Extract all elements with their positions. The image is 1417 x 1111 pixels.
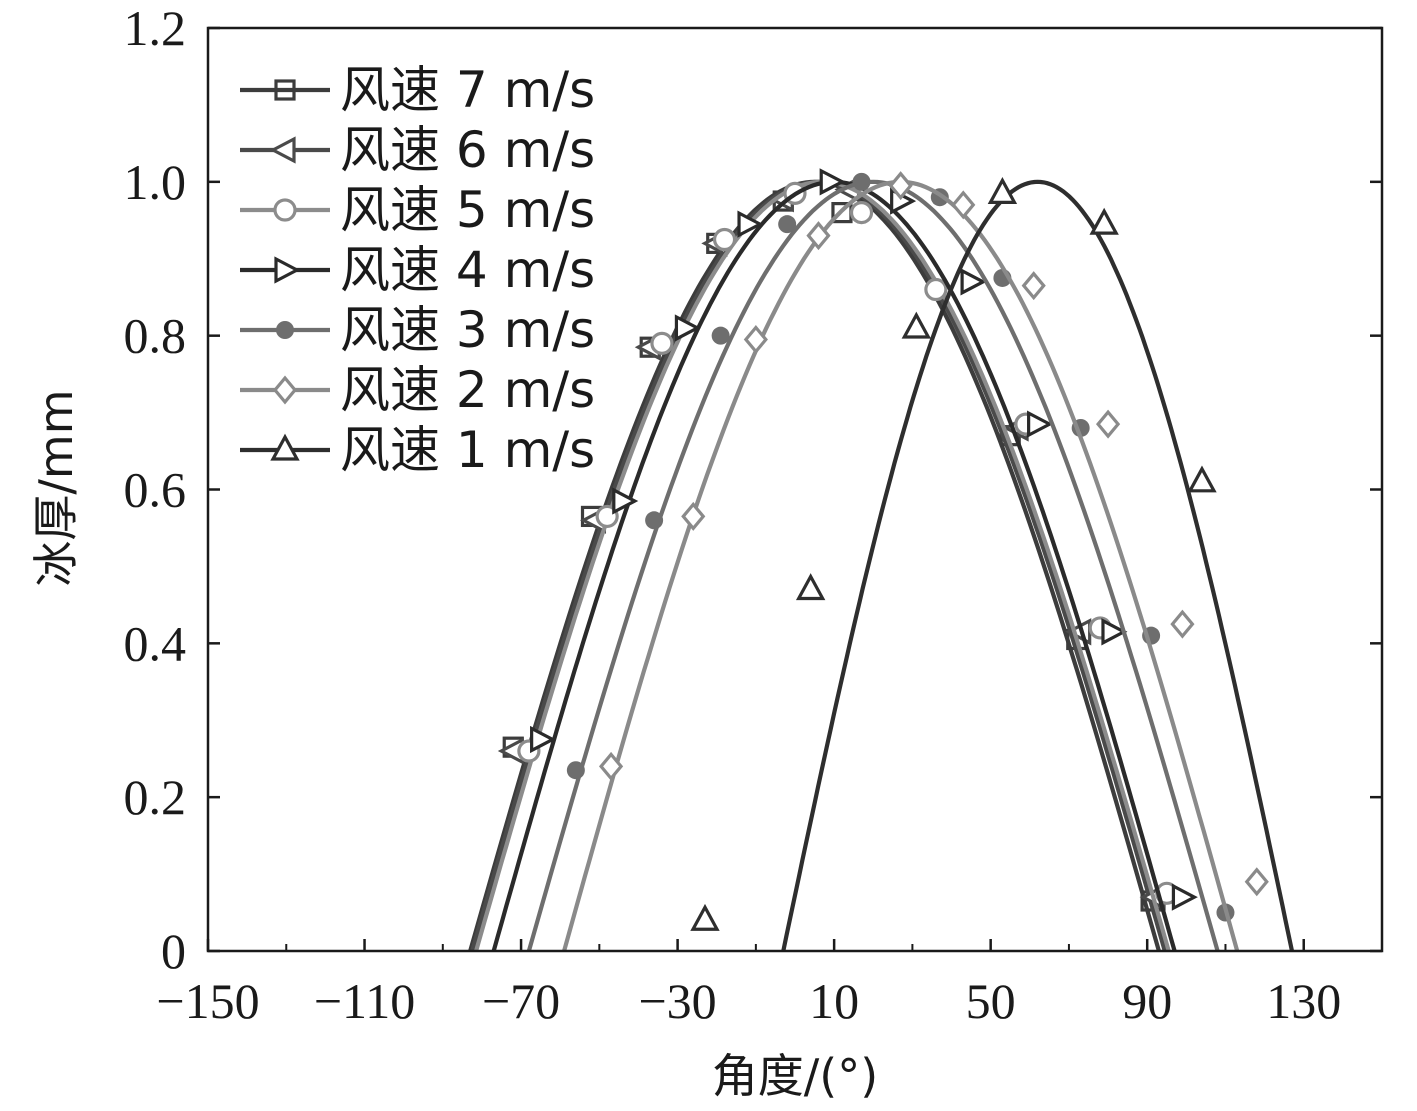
y-tick-label: 1.0 xyxy=(124,154,187,210)
data-point xyxy=(612,487,639,515)
data-point xyxy=(711,326,730,345)
data-point xyxy=(849,201,874,225)
data-point xyxy=(1170,609,1195,639)
legend-item-7: 风速 1 m/s xyxy=(240,421,595,479)
data-point xyxy=(743,325,768,355)
x-tick-label: 50 xyxy=(966,973,1016,1029)
x-tick-label: −70 xyxy=(482,973,560,1029)
data-point xyxy=(987,177,1018,204)
legend-marker xyxy=(270,433,300,461)
data-point xyxy=(650,331,674,355)
data-point xyxy=(888,171,913,201)
legend: 风速 7 m/s风速 6 m/s风速 5 m/s风速 4 m/s风速 3 m/s… xyxy=(240,61,595,479)
legend-label: 风速 6 m/s xyxy=(340,121,595,179)
legend-label: 风速 5 m/s xyxy=(340,181,595,239)
series-7 xyxy=(690,177,1295,951)
data-point xyxy=(598,751,624,781)
data-point xyxy=(712,227,737,252)
x-axis-title: 角度/(°) xyxy=(712,1049,878,1103)
y-tick-label: 1.2 xyxy=(124,0,187,56)
data-point xyxy=(566,761,585,780)
x-tick-label: 130 xyxy=(1266,973,1341,1029)
data-point xyxy=(1095,409,1121,439)
legend-label: 风速 2 m/s xyxy=(340,361,595,419)
legend-marker xyxy=(273,198,297,222)
x-tick-label: 10 xyxy=(809,973,859,1029)
data-point xyxy=(819,168,846,196)
y-tick-label: 0 xyxy=(161,923,186,979)
y-tick-label: 0.4 xyxy=(124,615,187,671)
plot-area xyxy=(468,168,1295,951)
data-point xyxy=(1101,618,1128,646)
data-point xyxy=(778,215,797,234)
y-axis-title: 冰厚/mm xyxy=(29,389,83,586)
series-5 xyxy=(526,172,1235,951)
series-6 xyxy=(562,171,1269,951)
legend-marker xyxy=(272,375,298,405)
data-point xyxy=(951,190,976,220)
series-line-5 xyxy=(526,179,1220,951)
data-point xyxy=(530,725,557,754)
x-tick-label: −30 xyxy=(638,973,716,1029)
x-tick-label: 90 xyxy=(1122,973,1172,1029)
y-tick-label: 0.8 xyxy=(124,308,187,364)
data-point xyxy=(1244,867,1269,897)
data-point xyxy=(645,511,664,530)
y-tick-label: 0.6 xyxy=(124,462,187,518)
data-point xyxy=(924,277,948,302)
data-point xyxy=(595,504,619,529)
legend-item-2: 风速 6 m/s xyxy=(240,121,595,179)
data-point xyxy=(901,311,932,339)
data-point xyxy=(795,573,826,601)
data-point xyxy=(1027,410,1054,438)
legend-item-5: 风速 3 m/s xyxy=(240,301,595,359)
data-point xyxy=(674,314,701,342)
data-point xyxy=(1021,271,1046,301)
legend-marker xyxy=(274,79,296,101)
data-point xyxy=(737,210,764,238)
legend-item-3: 风速 5 m/s xyxy=(240,181,595,239)
legend-marker xyxy=(274,256,301,284)
legend-item-1: 风速 7 m/s xyxy=(240,61,595,119)
axes: −150 −110 −70 −30 10 50 90 130 0 0.2 0.4 0.6 0.8 1.0 1… xyxy=(124,0,1384,1029)
data-point xyxy=(960,268,987,296)
data-point xyxy=(690,903,720,931)
legend-label: 风速 7 m/s xyxy=(340,61,595,119)
y-tick-label: 0.2 xyxy=(124,769,187,825)
legend-marker xyxy=(276,321,294,339)
legend-item-4: 风速 4 m/s xyxy=(240,241,595,299)
x-tick-label: −150 xyxy=(156,973,259,1029)
data-point xyxy=(1187,465,1217,493)
data-point xyxy=(1171,883,1198,911)
x-tick-label: −110 xyxy=(314,973,415,1029)
data-point xyxy=(681,501,706,531)
legend-label: 风速 1 m/s xyxy=(340,421,595,479)
series-line-7 xyxy=(781,179,1295,951)
data-point xyxy=(1089,207,1119,235)
data-point xyxy=(852,172,871,191)
legend-marker xyxy=(269,136,296,164)
legend-label: 风速 3 m/s xyxy=(340,301,595,359)
data-point xyxy=(806,221,831,251)
legend-item-6: 风速 2 m/s xyxy=(240,361,595,419)
legend-label: 风速 4 m/s xyxy=(340,241,595,299)
